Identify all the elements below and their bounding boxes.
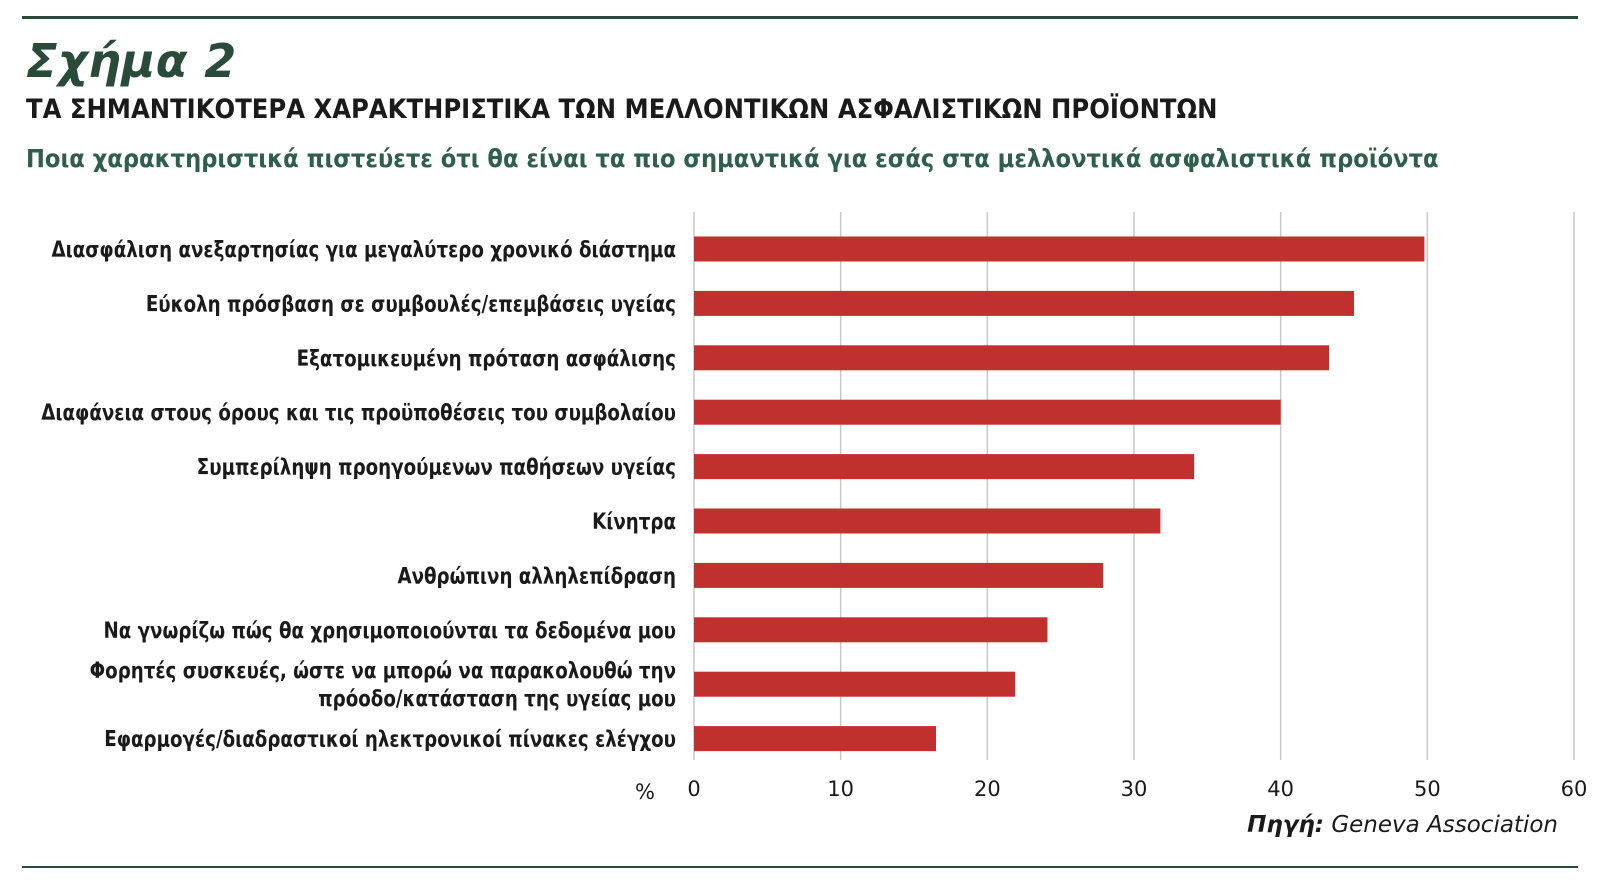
source-note: Πηγή: Geneva Association [1247,812,1558,838]
category-label: Εξατομικευμένη πρόταση ασφάλισης [297,345,676,371]
x-tick-label: 30 [1121,777,1148,801]
bar [694,290,1354,316]
source-name: Geneva Association [1331,812,1558,838]
top-rule [22,16,1578,19]
category-label: Εύκολη πρόσβαση σε συμβουλές/επεμβάσεις … [146,291,676,317]
bar [694,562,1104,588]
bar [694,617,1048,643]
category-label: Να γνωρίζω πώς θα χρησιμοποιούνται τα δε… [103,617,676,643]
bar [694,399,1281,425]
bar [694,671,1016,697]
chart-subtitle: Ποια χαρακτηριστικά πιστεύετε ότι θα είν… [26,144,1439,173]
x-tick-label: 20 [974,777,1001,801]
bar [694,508,1161,534]
category-label: Κίνητρα [592,508,676,534]
category-label: Ανθρώπινη αλληλεπίδραση [397,563,676,589]
figure-label: Σχήμα 2 [26,34,237,88]
x-tick-label: 10 [827,777,854,801]
x-tick-label: 50 [1414,777,1441,801]
x-tick-label: 40 [1267,777,1294,801]
category-label: Συμπερίληψη προηγούμενων παθήσεων υγείας [197,454,676,480]
category-label: Φορητές συσκευές, ώστε να μπορώ να παρακ… [90,658,676,684]
category-label: πρόοδο/κατάσταση της υγείας μου [318,686,676,712]
category-label: Εφαρμογές/διαδραστικοί ηλεκτρονικοί πίνα… [104,726,676,752]
bar [694,726,936,752]
bar [694,345,1330,371]
x-tick-label: 0 [687,777,700,801]
bar [694,236,1425,262]
bar [694,454,1195,480]
x-tick-label: 60 [1561,777,1588,801]
source-label: Πηγή: [1247,812,1324,838]
bottom-rule [22,866,1578,868]
category-label: Διασφάλιση ανεξαρτησίας για μεγαλύτερο χ… [51,236,676,262]
chart-title: ΤΑ ΣΗΜΑΝΤΙΚΟΤΕΡΑ ΧΑΡΑΚΤΗΡΙΣΤΙΚΑ ΤΩΝ ΜΕΛΛ… [26,94,1218,125]
category-label: Διαφάνεια στους όρους και τις προϋποθέσε… [41,400,676,426]
x-axis-label: % [635,780,655,804]
